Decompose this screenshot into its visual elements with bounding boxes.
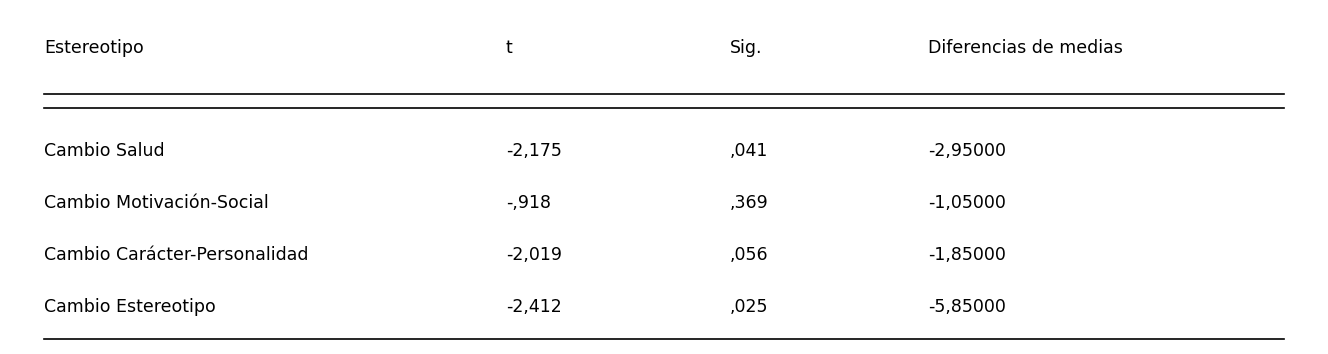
Text: Estereotipo: Estereotipo [44, 39, 143, 57]
Text: -2,019: -2,019 [506, 246, 562, 264]
Text: -2,175: -2,175 [506, 142, 562, 160]
Text: ,056: ,056 [730, 246, 769, 264]
Text: Cambio Motivación-Social: Cambio Motivación-Social [44, 194, 268, 212]
Text: Cambio Salud: Cambio Salud [44, 142, 165, 160]
Text: t: t [506, 39, 513, 57]
Text: ,369: ,369 [730, 194, 769, 212]
Text: -1,05000: -1,05000 [928, 194, 1005, 212]
Text: -2,95000: -2,95000 [928, 142, 1005, 160]
Text: -5,85000: -5,85000 [928, 298, 1005, 316]
Text: Sig.: Sig. [730, 39, 762, 57]
Text: ,041: ,041 [730, 142, 769, 160]
Text: Cambio Carácter-Personalidad: Cambio Carácter-Personalidad [44, 246, 308, 264]
Text: Cambio Estereotipo: Cambio Estereotipo [44, 298, 215, 316]
Text: ,025: ,025 [730, 298, 769, 316]
Text: Diferencias de medias: Diferencias de medias [928, 39, 1122, 57]
Text: -2,412: -2,412 [506, 298, 562, 316]
Text: -,918: -,918 [506, 194, 551, 212]
Text: -1,85000: -1,85000 [928, 246, 1005, 264]
